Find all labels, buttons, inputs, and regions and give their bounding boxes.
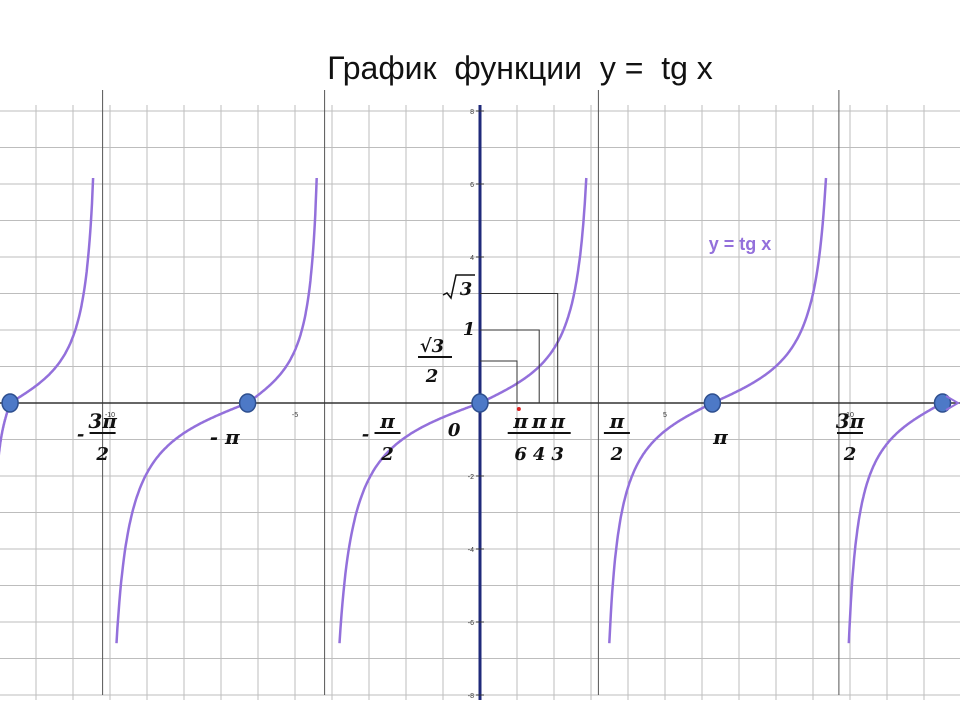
label-minus-3pi-over-2-num: 3π <box>88 409 117 433</box>
label-pi-over-4-den: 4 <box>533 444 546 465</box>
y-tick-label: 6 <box>470 182 474 189</box>
y-tick-label: -2 <box>468 474 474 481</box>
label-pi-over-4-num: π <box>531 409 547 433</box>
label-pi: π <box>712 425 728 449</box>
x-tick-label: 10 <box>846 412 854 419</box>
tangent-branch <box>847 404 940 644</box>
label-zero: 0 <box>448 420 461 441</box>
label-pi-over-3-den: 3 <box>551 444 564 465</box>
y-tick-label: -4 <box>468 547 474 554</box>
label-minus-3pi-over-2-den: 2 <box>95 444 109 465</box>
label-3pi-over-2-den: 2 <box>843 444 857 465</box>
label-minus-pi-over-2-sign: - <box>362 424 369 445</box>
tangent-branch <box>338 177 588 644</box>
label-sqrt3-over-2-den: 2 <box>425 366 439 387</box>
x-tick-label: -5 <box>292 412 298 419</box>
x-axis-arrow <box>945 395 960 411</box>
tangent-branch <box>0 177 95 456</box>
zero-marker <box>1 393 19 413</box>
sqrt-sign <box>442 274 475 300</box>
x-tick-label: 5 <box>663 412 667 419</box>
y-tick-label: -6 <box>468 620 474 627</box>
label-sqrt3-over-2-num: √3 <box>420 336 444 357</box>
y-tick-label: 4 <box>470 255 474 262</box>
label-sqrt3: 3 <box>460 279 473 300</box>
label-pi-over-6-num: π <box>512 409 528 433</box>
label-pi-over-3-num: π <box>549 409 565 433</box>
label-3pi-over-2-num: 3π <box>836 409 865 433</box>
page-title: График функции y = tg x <box>327 50 713 86</box>
zero-marker <box>471 393 489 413</box>
legend-label: y = tg x <box>709 234 772 254</box>
label-minus-3pi-over-2-sign: - <box>77 424 84 445</box>
label-minus-pi-over-2-den: 2 <box>380 444 394 465</box>
origin-dot <box>516 407 521 411</box>
label-pi-over-2-den: 2 <box>610 444 624 465</box>
label-minus-pi-over-2-num: π <box>379 409 395 433</box>
y-tick-label: 8 <box>470 109 474 116</box>
zero-marker <box>703 393 722 413</box>
label-minus-pi: - π <box>210 425 240 449</box>
zero-marker <box>933 393 952 413</box>
x-tick-label: -10 <box>105 412 115 419</box>
special-point-guide <box>480 293 559 403</box>
label-pi-over-6-den: 6 <box>514 444 527 465</box>
special-point-guide <box>480 360 518 403</box>
y-tick-label: -8 <box>468 693 474 700</box>
special-point-guide <box>480 329 540 403</box>
label-one: 1 <box>463 319 476 340</box>
zero-marker <box>238 393 257 413</box>
label-pi-over-2-num: π <box>609 409 625 433</box>
